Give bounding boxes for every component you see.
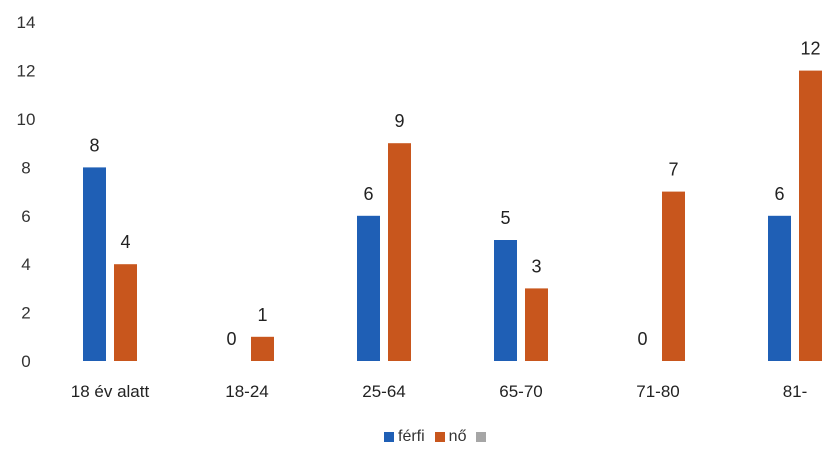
data-label: 0 [226,329,236,349]
y-axis: 0 2 4 6 8 10 12 14 [17,13,36,371]
bar-no [114,264,137,361]
bar-no [525,288,548,361]
bar-no [799,70,822,361]
data-label: 5 [500,208,510,228]
y-tick-label: 10 [17,110,36,129]
x-tick-label: 18 év alatt [71,382,150,401]
x-tick-label: 18-24 [225,382,268,401]
legend-item-empty [476,432,490,442]
data-label: 8 [89,135,99,155]
data-label: 12 [800,39,820,59]
bar-ferfi [494,240,517,361]
data-label: 6 [774,184,784,204]
legend-swatch-ferfi [384,432,394,442]
bar-ferfi [83,167,106,361]
bar-no [662,191,685,361]
legend-swatch-empty [476,432,487,442]
y-tick-label: 4 [21,255,30,274]
data-label: 0 [637,329,647,349]
y-tick-label: 0 [21,352,30,371]
y-tick-label: 8 [21,158,30,177]
data-label: 1 [257,305,267,325]
y-tick-label: 6 [21,207,30,226]
y-tick-label: 14 [17,13,36,32]
y-tick-label: 12 [17,62,36,81]
x-tick-label: 71-80 [636,382,679,401]
legend: férfi nő [384,428,500,446]
data-label: 9 [394,111,404,131]
data-labels: 8 4 0 1 6 9 5 3 0 7 6 12 [89,39,820,349]
x-tick-label: 65-70 [499,382,542,401]
data-label: 3 [531,256,541,276]
bar-no [251,336,274,361]
data-label: 7 [668,160,678,180]
x-tick-label: 25-64 [362,382,405,401]
bars [83,70,822,361]
legend-label-no: nő [448,428,467,445]
legend-swatch-no [434,432,445,442]
y-tick-label: 2 [21,304,30,323]
legend-item-no: nő [434,428,467,446]
data-label: 4 [120,232,130,252]
legend-label-ferfi: férfi [398,428,425,445]
bar-ferfi [357,215,380,361]
data-label: 6 [363,184,373,204]
bar-no [388,143,411,361]
bar-ferfi [768,215,791,361]
x-tick-label: 81- [783,382,808,401]
legend-item-ferfi: férfi [384,428,425,446]
x-axis: 18 év alatt 18-24 25-64 65-70 71-80 81- [71,382,808,401]
